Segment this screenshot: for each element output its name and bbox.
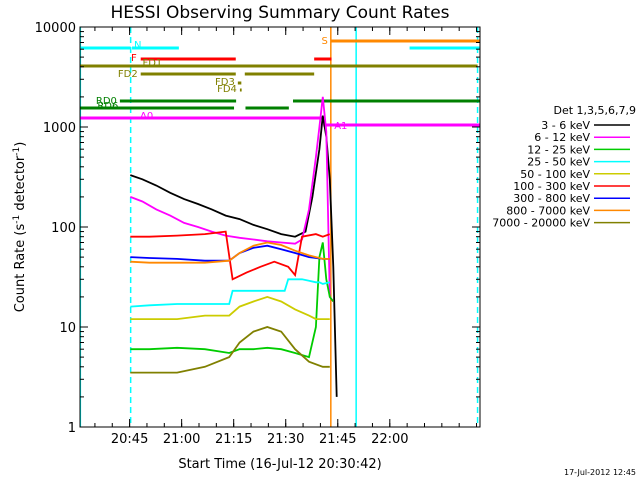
x-tick-label-22-00: 22:00 xyxy=(371,432,408,447)
x-tick-label-21-00: 21:00 xyxy=(163,432,200,447)
x-tick-label-21-30: 21:30 xyxy=(267,432,304,447)
y-axis-label-sup2: -1 xyxy=(12,147,22,156)
legend-label-300-800-kev: 300 - 800 keV xyxy=(513,192,590,205)
flag-fd1-label: FD1 xyxy=(142,58,162,69)
chart-title: HESSI Observing Summary Count Rates xyxy=(110,3,449,23)
y-axis-label-main: Count Rate (s xyxy=(13,224,28,313)
series-line-12-25-kev xyxy=(130,242,335,359)
legend-label-12-25-kev: 12 - 25 keV xyxy=(527,143,590,156)
flag-a1-label: A1 xyxy=(334,121,347,132)
footer-timestamp: 17-Jul-2012 12:45 xyxy=(564,468,636,477)
legend-label-50-100-kev: 50 - 100 keV xyxy=(520,168,590,181)
x-tick-label-21-15: 21:15 xyxy=(215,432,252,447)
series-line-7000-20000-kev xyxy=(130,326,330,374)
y-tick-label-1: 1 xyxy=(68,421,76,436)
flag-rd0-label: RD0 xyxy=(96,96,117,107)
series-line-300-800-kev xyxy=(130,244,330,262)
legend-label-25-50-kev: 25 - 50 keV xyxy=(527,156,590,169)
flag-a0-label: A0 xyxy=(140,111,153,122)
series-line-3-6-kev xyxy=(130,115,338,397)
series-line-25-50-kev xyxy=(130,278,331,308)
y-tick-label-100: 100 xyxy=(51,221,76,236)
y-axis-label: Count Rate (s-1 detector-1) xyxy=(12,142,28,313)
legend-label-800-7000-kev: 800 - 7000 keV xyxy=(506,204,590,217)
y-tick-label-10: 10 xyxy=(59,321,76,336)
series-line-6-12-kev xyxy=(129,96,335,303)
flag-s-label: S xyxy=(321,36,327,47)
x-tick-label-20-45: 20:45 xyxy=(111,432,148,447)
series-line-100-300-kev xyxy=(130,230,331,281)
y-tick-label-10000: 10000 xyxy=(35,21,76,36)
y-axis-label-end: ) xyxy=(13,142,28,147)
series-lines xyxy=(129,96,338,397)
flag-fd3-label: FD3 xyxy=(215,77,235,88)
flag-fd2-label: FD2 xyxy=(118,69,138,80)
series-line-800-7000-kev xyxy=(130,241,330,264)
x-axis-label: Start Time (16-Jul-12 20:30:42) xyxy=(178,457,381,472)
flag-rd6-label: RD6 xyxy=(97,101,118,112)
legend-title: Det 1,3,5,6,7,9 xyxy=(553,104,636,117)
y-axis-label-sup1: -1 xyxy=(12,215,22,224)
flag-n-label: N xyxy=(134,40,141,51)
legend-label-7000-20000-kev: 7000 - 20000 keV xyxy=(492,217,590,230)
y-axis-label-mid: detector xyxy=(13,155,28,215)
legend-label-6-12-kev: 6 - 12 keV xyxy=(534,131,590,144)
legend-label-100-300-kev: 100 - 300 keV xyxy=(513,180,590,193)
legend-label-3-6-kev: 3 - 6 keV xyxy=(541,119,590,132)
x-tick-label-21-45: 21:45 xyxy=(319,432,356,447)
flag-f-label: F xyxy=(131,53,137,64)
y-tick-label-1000: 1000 xyxy=(43,121,76,136)
series-line-50-100-kev xyxy=(130,295,330,321)
flag-fd4-label: FD4 xyxy=(217,84,237,95)
axes: 20:45 21:00 21:15 21:30 21:45 22:00 1 10 100 1000… xyxy=(35,21,480,447)
